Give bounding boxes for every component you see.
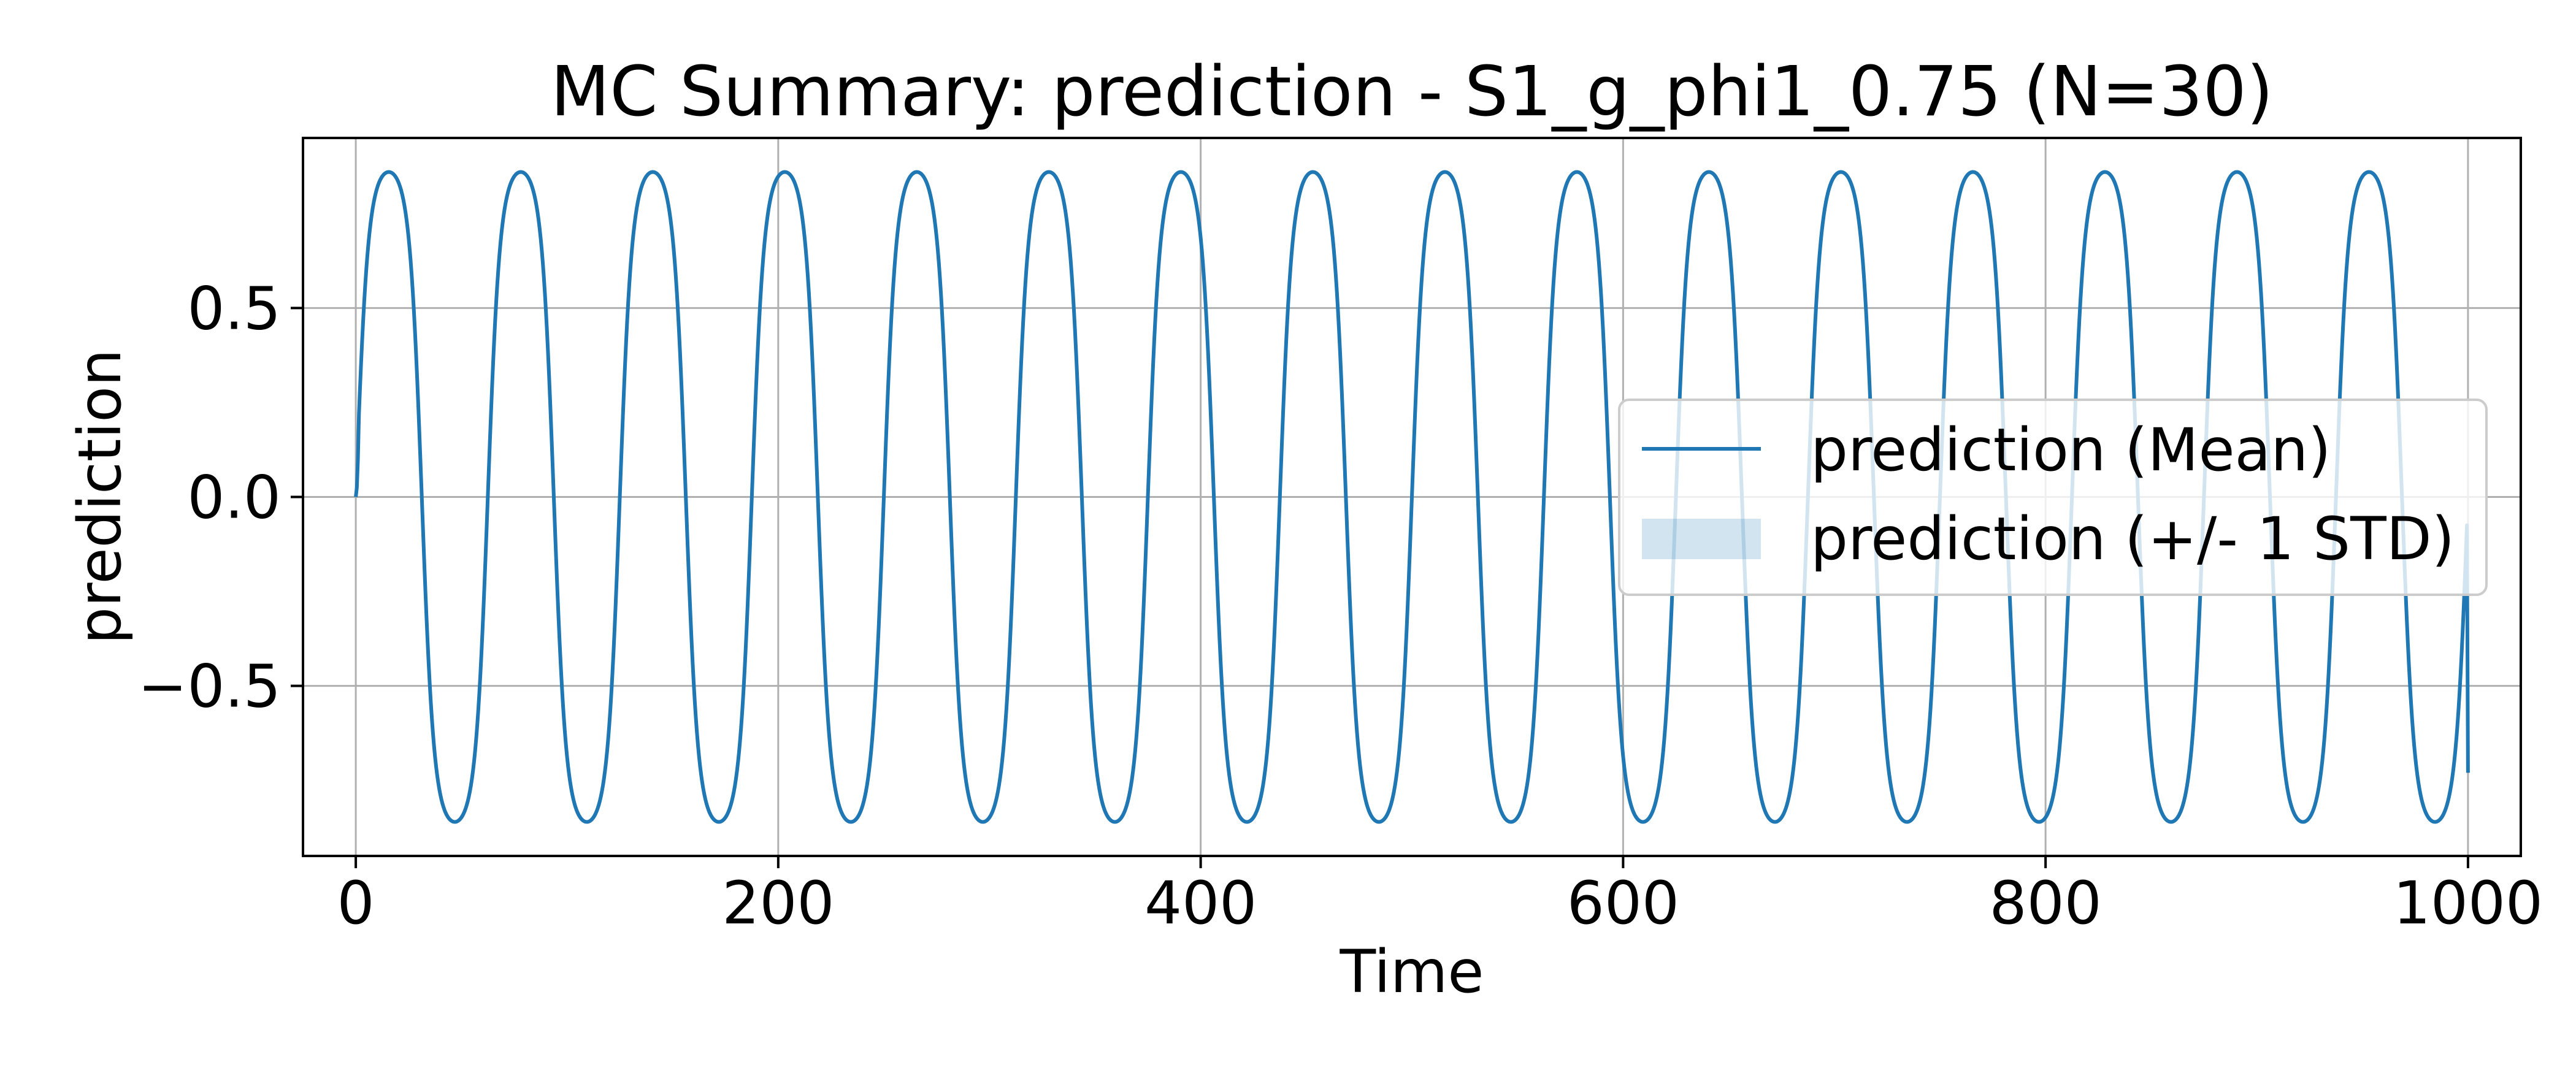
legend: prediction (Mean) prediction (+/- 1 STD) <box>1618 399 2488 596</box>
y-tick-label: −0.5 <box>138 652 281 721</box>
x-tick-label: 1000 <box>2393 869 2543 937</box>
x-tick-label: 600 <box>1567 869 1679 937</box>
x-tick-label: 400 <box>1144 869 1257 937</box>
x-tick-label: 200 <box>722 869 834 937</box>
y-tick-label: 0.0 <box>187 464 281 532</box>
legend-box <box>1618 399 2488 596</box>
y-axis-label: prediction <box>66 349 134 644</box>
y-axis-ticks: −0.5 0.0 0.5 <box>138 274 303 721</box>
x-axis-ticks: 0 200 400 600 800 1000 <box>337 856 2543 937</box>
x-axis-label: Time <box>1340 937 1484 1006</box>
x-tick-label: 800 <box>1990 869 2102 937</box>
mean-line <box>354 170 2470 824</box>
legend-std-swatch <box>1642 519 1761 559</box>
legend-mean-label: prediction (Mean) <box>1811 416 2331 484</box>
x-tick-label: 0 <box>337 869 375 937</box>
y-tick-label: 0.5 <box>187 274 281 343</box>
mean-line-layer <box>354 170 2470 824</box>
chart-title: MC Summary: prediction - S1_g_phi1_0.75 … <box>551 52 2274 132</box>
legend-std-label: prediction (+/- 1 STD) <box>1811 505 2455 573</box>
